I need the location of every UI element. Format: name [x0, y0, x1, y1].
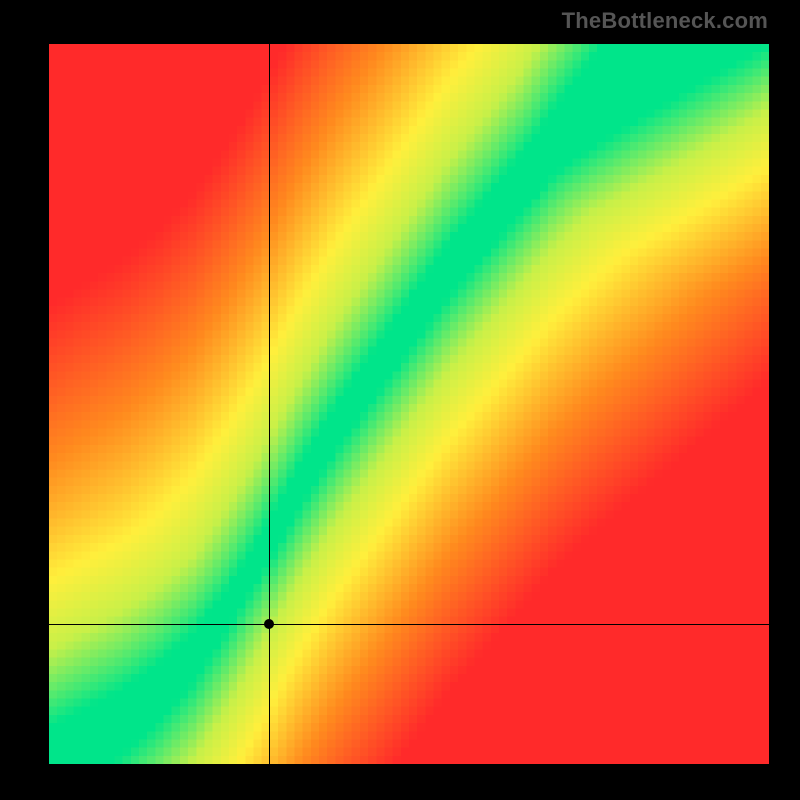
plot-area: [49, 44, 769, 764]
crosshair-vertical: [269, 44, 270, 764]
bottleneck-heatmap: [49, 44, 769, 764]
watermark-text: TheBottleneck.com: [562, 8, 768, 34]
crosshair-horizontal: [49, 624, 769, 625]
crosshair-marker: [264, 619, 274, 629]
